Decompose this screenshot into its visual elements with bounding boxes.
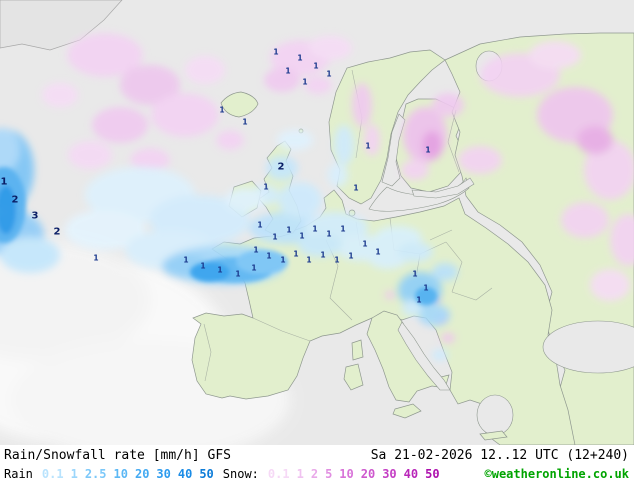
snow-legend-values: 0.1 1 2 5 10 20 30 40 50 xyxy=(268,467,440,481)
legend-value-2.5: 2.5 xyxy=(84,467,107,481)
legend-value-50: 50 xyxy=(199,467,214,481)
legend-value-20: 20 xyxy=(134,467,150,481)
legend-value-30: 30 xyxy=(156,467,171,481)
corsica xyxy=(351,339,364,361)
caption-title-row: Rain/Snowfall rate [mm/h] GFS Sa 21-02-2… xyxy=(4,448,629,463)
aegean-sea xyxy=(476,394,514,436)
crete xyxy=(479,430,508,441)
copyright: ©weatheronline.co.uk xyxy=(484,467,630,481)
legend-value-0.1: 0.1 xyxy=(267,467,290,481)
gulf-of-bothnia xyxy=(381,113,406,187)
legend-value-10: 10 xyxy=(113,467,128,481)
rain-legend-label: Rain xyxy=(4,467,33,481)
legend-value-30: 30 xyxy=(382,467,397,481)
snow-legend-label: Snow: xyxy=(222,467,259,481)
legend-value-1: 1 xyxy=(70,467,78,481)
legend-value-2: 2 xyxy=(310,467,319,481)
europe-map-graphic xyxy=(0,0,634,445)
sicily xyxy=(392,403,422,419)
legend-value-20: 20 xyxy=(360,467,376,481)
greenland xyxy=(0,0,123,51)
gulf-of-finland xyxy=(411,177,475,199)
legend-value-40: 40 xyxy=(177,467,193,481)
legend-value-40: 40 xyxy=(403,467,419,481)
legend-value-1: 1 xyxy=(296,467,304,481)
rain-legend-values: 0.1 1 2.5 10 20 30 40 50 xyxy=(42,467,214,481)
caption-bar: Rain/Snowfall rate [mm/h] GFS Sa 21-02-2… xyxy=(0,445,634,490)
legend-row: Rain 0.1 1 2.5 10 20 30 40 50 Snow: 0.1 1 2 5 10 20 3… xyxy=(4,467,629,481)
map-title: Rain/Snowfall rate [mm/h] GFS xyxy=(4,448,231,463)
adriatic-sea xyxy=(397,321,451,391)
legend-value-5: 5 xyxy=(325,467,333,481)
legend-value-50: 50 xyxy=(425,467,440,481)
iceland xyxy=(220,91,259,118)
black-sea xyxy=(542,320,634,374)
sardinia xyxy=(343,363,364,391)
legend-value-10: 10 xyxy=(339,467,354,481)
inland-seas xyxy=(368,50,634,441)
continental-europe xyxy=(191,189,576,445)
rainfall-cores xyxy=(0,167,437,305)
map-datetime: Sa 21-02-2026 12..12 UTC (12+240) xyxy=(370,448,629,463)
legend-value-0.1: 0.1 xyxy=(41,467,64,481)
